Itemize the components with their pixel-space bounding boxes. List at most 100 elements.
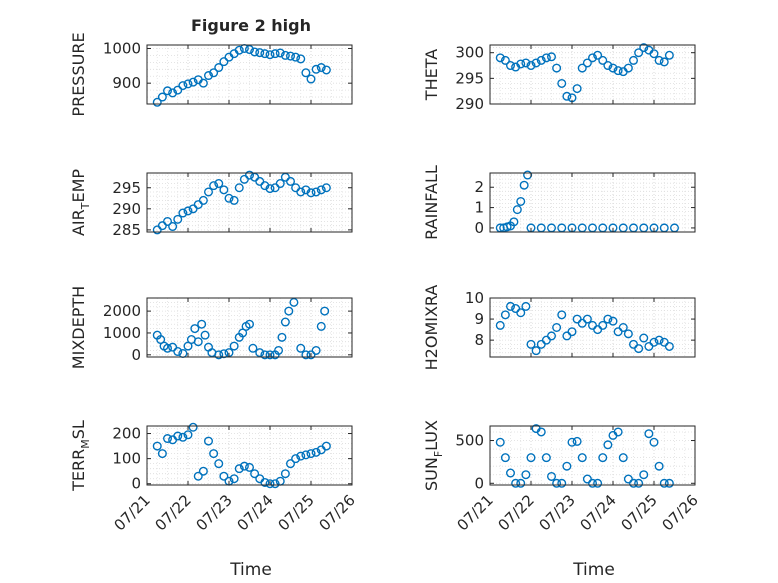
data-point (301, 350, 311, 360)
data-point (178, 208, 188, 218)
series-markers (152, 43, 331, 107)
subplot-1: 900 1000 PRESSURE (69, 32, 353, 117)
data-point (316, 63, 326, 73)
data-point (306, 188, 316, 198)
data-point (260, 350, 270, 360)
data-point (265, 184, 275, 194)
data-point (200, 330, 210, 340)
data-point (296, 54, 306, 64)
data-point (183, 79, 193, 89)
data-point (306, 350, 316, 360)
data-point (244, 462, 254, 472)
data-point (557, 310, 567, 320)
data-point (541, 453, 551, 463)
data-point (634, 48, 644, 58)
data-point (629, 55, 639, 65)
data-point (572, 84, 582, 94)
data-point (500, 55, 510, 65)
data-point (152, 441, 162, 451)
data-point (541, 53, 551, 63)
data-point (280, 317, 290, 327)
data-point (197, 319, 207, 329)
data-point (306, 74, 316, 84)
data-point (654, 461, 664, 471)
data-point (152, 97, 162, 107)
data-point (224, 193, 234, 203)
data-point (270, 479, 280, 489)
data-point (516, 478, 526, 488)
plot-area (490, 426, 695, 485)
data-point (577, 63, 587, 73)
data-point (173, 431, 183, 441)
data-point (284, 306, 294, 316)
y-tick-label: 290 (455, 95, 484, 113)
data-point (582, 58, 592, 68)
data-point (275, 179, 285, 189)
data-point (567, 327, 577, 337)
data-point (203, 71, 213, 81)
data-point (598, 320, 608, 330)
data-point (603, 61, 613, 71)
axes-box (489, 44, 696, 105)
data-point (634, 478, 644, 488)
series-markers (152, 297, 330, 360)
data-point (162, 216, 172, 226)
data-point (183, 430, 193, 440)
subplot-8: 050007/2107/2207/2307/2407/2507/26SUNFLU… (422, 420, 702, 534)
data-point (168, 88, 178, 98)
data-point (500, 310, 510, 320)
data-point (162, 343, 172, 353)
data-point (511, 478, 521, 488)
data-point (593, 50, 603, 60)
y-axis-label: AIRTEMP (69, 169, 92, 236)
data-point (516, 308, 526, 318)
data-point (521, 470, 531, 480)
data-point (250, 47, 260, 57)
y-tick-label: 8 (474, 331, 484, 349)
y-axis-label: SUNFLUX (422, 420, 445, 491)
y-tick-label: 1 (474, 199, 484, 217)
figure-title: Figure 2 high (191, 16, 311, 35)
data-point (203, 436, 213, 446)
y-tick-label: 100 (112, 450, 141, 468)
series-markers (152, 170, 331, 235)
data-point (219, 57, 229, 67)
data-point (588, 53, 598, 63)
data-point (209, 68, 219, 78)
data-point (557, 478, 567, 488)
data-point (157, 449, 167, 459)
data-point (260, 477, 270, 487)
data-point (547, 331, 557, 341)
data-point (229, 195, 239, 205)
data-point (188, 422, 198, 432)
data-point (495, 320, 505, 330)
axes-box (146, 172, 353, 233)
data-point (250, 469, 260, 479)
data-point (613, 427, 623, 437)
data-point (623, 329, 633, 339)
plot-area (147, 426, 352, 485)
data-point (301, 68, 311, 78)
data-point (311, 345, 321, 355)
y-tick-label: 2000 (103, 302, 141, 320)
data-point (649, 337, 659, 347)
data-point (629, 478, 639, 488)
y-axis-label: THETA (422, 49, 441, 101)
data-point (260, 49, 270, 59)
series-markers (495, 170, 680, 233)
data-point (526, 339, 536, 349)
data-point (654, 335, 664, 345)
data-point (280, 50, 290, 60)
data-point (521, 58, 531, 68)
data-point (286, 51, 296, 61)
data-point (649, 49, 659, 59)
data-point (316, 185, 326, 195)
y-tick-label: 290 (112, 200, 141, 218)
data-point (659, 478, 669, 488)
axes-box (489, 172, 696, 233)
data-point (157, 92, 167, 102)
y-axis-label: RAINFALL (422, 165, 441, 240)
y-tick-label: 1000 (103, 39, 141, 57)
y-tick-label: 285 (112, 221, 141, 239)
